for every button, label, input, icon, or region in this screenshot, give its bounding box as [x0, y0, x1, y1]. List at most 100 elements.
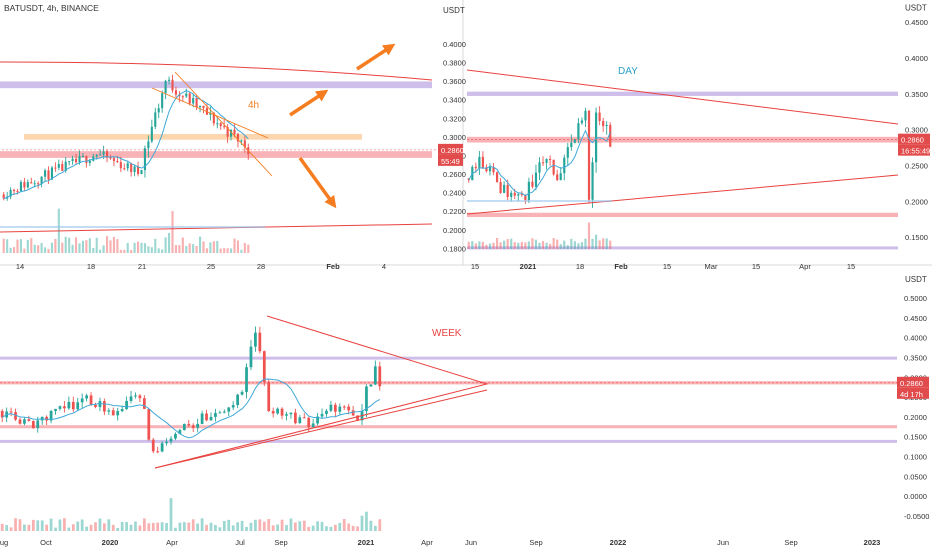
x-tick-label: 2021 — [520, 262, 537, 271]
volume-bar — [147, 523, 151, 531]
candle — [119, 162, 122, 169]
candle — [506, 184, 509, 197]
volume-bar — [40, 520, 44, 531]
y-tick-label: 0.5000 — [904, 294, 927, 303]
candle — [285, 414, 288, 416]
volume-bar — [373, 525, 377, 531]
candle — [531, 181, 534, 187]
volume-bar — [549, 243, 552, 249]
x-tick-label: 25 — [207, 262, 215, 271]
candle — [71, 401, 75, 410]
candle — [0, 410, 4, 418]
candle — [156, 451, 160, 453]
candle — [289, 412, 293, 415]
y-tick-label: 0.0000 — [904, 492, 927, 501]
candle — [227, 407, 231, 412]
triangle-lower — [154, 389, 488, 469]
candle — [485, 167, 488, 172]
candle — [356, 415, 359, 421]
panel-week-candles — [0, 326, 382, 454]
volume-bar — [205, 524, 208, 531]
candle — [552, 159, 555, 175]
candle — [57, 164, 60, 168]
candle — [92, 156, 95, 161]
volume-bar — [570, 238, 573, 249]
candle — [85, 155, 88, 164]
volume-bar — [154, 238, 157, 253]
volume-bar — [9, 247, 12, 253]
candle — [160, 443, 164, 452]
volume-bar — [243, 242, 246, 253]
candle — [249, 346, 253, 368]
volume-bar — [133, 242, 136, 253]
volume-bar — [71, 524, 75, 531]
volume-bar — [9, 527, 13, 531]
volume-bar — [12, 247, 16, 253]
price-tag — [897, 376, 929, 388]
volume-bar — [566, 245, 569, 249]
volume-bar — [198, 236, 202, 253]
candle — [499, 181, 502, 193]
volume-bar — [280, 519, 284, 531]
candle — [577, 123, 580, 140]
candle — [378, 366, 382, 387]
candle — [95, 154, 98, 157]
volume-bar — [226, 248, 229, 253]
candle — [154, 112, 157, 127]
volume-bar — [191, 519, 195, 531]
candle — [192, 97, 195, 104]
candle — [167, 79, 171, 81]
volume-bar — [276, 524, 279, 531]
volume-bar — [534, 239, 538, 249]
volume-bar — [580, 242, 584, 249]
volume-bar — [219, 248, 222, 253]
y-tick-label: 0.4500 — [905, 18, 928, 27]
candle — [329, 404, 333, 411]
volume-bar — [485, 244, 488, 249]
volume-bar — [499, 242, 502, 249]
p3-lower-band-1 — [0, 425, 897, 429]
candle — [481, 156, 485, 168]
candle — [2, 194, 5, 199]
candle — [143, 148, 147, 171]
p1-orange-band — [24, 133, 362, 140]
countdown-tag — [898, 144, 930, 156]
panel-4h-candles — [2, 74, 250, 201]
volume-bar — [103, 523, 106, 531]
candle — [68, 161, 71, 163]
volume-bar — [249, 522, 253, 531]
volume-bar — [136, 241, 140, 253]
candle — [587, 110, 591, 200]
candle — [157, 108, 160, 113]
price-tag — [898, 133, 930, 145]
candle — [188, 93, 191, 104]
volume-bar — [298, 521, 302, 531]
volume-bar — [111, 524, 115, 531]
volume-bar — [216, 240, 219, 253]
candle — [178, 430, 182, 434]
volume-bar — [285, 525, 288, 531]
candle — [174, 433, 177, 439]
candle — [174, 90, 178, 95]
y-tick-label: 0.3000 — [443, 133, 466, 142]
volume-bar — [594, 234, 598, 249]
volume-bar — [527, 241, 530, 249]
y-tick-label: 0.2000 — [905, 197, 928, 206]
candle — [94, 404, 97, 408]
candle — [373, 366, 377, 385]
volume-bar — [157, 248, 160, 253]
volume-bar — [71, 244, 74, 253]
candle — [524, 194, 527, 201]
arrow-up-2-head — [315, 89, 329, 102]
volume-bar — [150, 247, 153, 253]
volume-bar — [478, 241, 481, 249]
candle — [488, 167, 492, 172]
candle — [9, 189, 12, 197]
y-tick-label: 0.1000 — [904, 453, 927, 462]
candle — [316, 416, 319, 424]
volume-bar — [240, 249, 243, 253]
candle — [474, 166, 477, 169]
volume-bar — [584, 238, 587, 249]
candle — [64, 161, 67, 171]
candle — [538, 162, 541, 173]
